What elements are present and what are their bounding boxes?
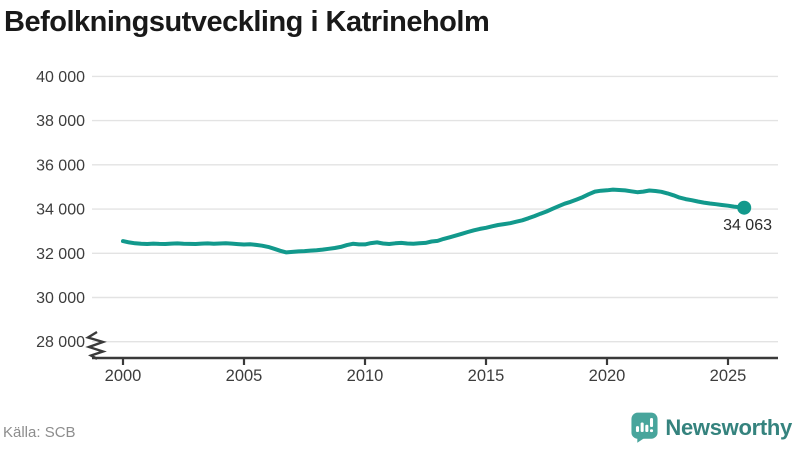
endpoint-dot — [737, 200, 752, 215]
last-value-label: 34 063 — [723, 217, 772, 234]
y-tick-label: 36 000 — [36, 157, 85, 174]
newsworthy-logo-text: Newsworthy — [665, 414, 792, 440]
axis-break-icon — [85, 330, 107, 360]
x-tick-label: 2025 — [710, 367, 747, 385]
newsworthy-logo-icon — [631, 412, 658, 443]
y-tick-label: 28 000 — [36, 334, 85, 351]
newsworthy-logo: Newsworthy — [631, 412, 792, 443]
page-title: Befolkningsutveckling i Katrineholm — [4, 6, 490, 38]
y-axis-labels: 40 000 38 000 36 000 34 000 32 000 30 000 28 0… — [36, 69, 85, 351]
x-tick-label: 2010 — [347, 367, 384, 385]
gridlines — [92, 75, 778, 343]
x-tick-label: 2015 — [468, 367, 505, 385]
y-tick-label: 30 000 — [36, 290, 85, 307]
x-tick-label: 2020 — [589, 367, 626, 385]
source-text: Källa: SCB — [3, 424, 76, 441]
y-tick-label: 34 000 — [36, 202, 85, 219]
x-tick-label: 2005 — [226, 367, 263, 385]
population-line — [121, 187, 747, 255]
y-tick-label: 38 000 — [36, 113, 85, 130]
y-tick-label: 32 000 — [36, 246, 85, 263]
y-tick-label: 40 000 — [36, 69, 85, 86]
x-tick-label: 2000 — [105, 367, 142, 385]
x-axis-ticks: 2000 2005 2010 2015 2020 2025 — [105, 358, 747, 385]
